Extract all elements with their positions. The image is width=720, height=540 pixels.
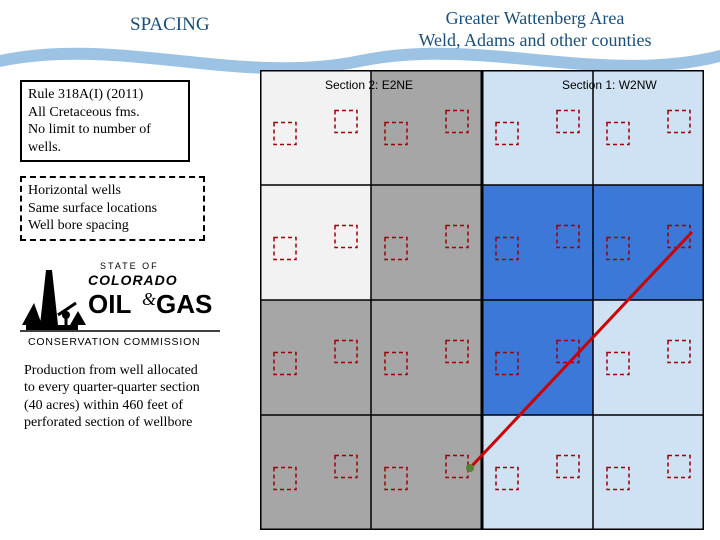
page-title-right: Greater Wattenberg Area Weld, Adams and … [380, 8, 690, 51]
section-2-label: Section 2: E2NE [325, 78, 413, 92]
logo-state-text: STATE OF [100, 261, 159, 271]
logo-bottom-text: CONSERVATION COMMISSION [28, 336, 200, 348]
logo-gas-text: GAS [156, 289, 212, 319]
page-title-left: SPACING [130, 14, 210, 36]
logo-amp-text: & [142, 289, 156, 309]
derrick-icon [22, 270, 86, 330]
cogcc-logo: STATE OF COLORADO OIL & GAS CONSERVATION… [20, 255, 220, 350]
logo-colorado-text: COLORADO [88, 272, 178, 288]
title-right-line2: Weld, Adams and other counties [380, 30, 690, 52]
production-text: Production from well allocated to every … [20, 360, 210, 434]
horizontal-wells-box: Horizontal wellsSame surface locationsWe… [20, 176, 205, 241]
left-column: Rule 318A(I) (2011)All Cretaceous fms.No… [20, 80, 240, 434]
rule-box: Rule 318A(I) (2011)All Cretaceous fms.No… [20, 80, 190, 162]
spacing-grid [260, 70, 704, 530]
logo-oil-text: OIL [88, 289, 131, 319]
section-1-label: Section 1: W2NW [562, 78, 657, 92]
title-right-line1: Greater Wattenberg Area [380, 8, 690, 30]
